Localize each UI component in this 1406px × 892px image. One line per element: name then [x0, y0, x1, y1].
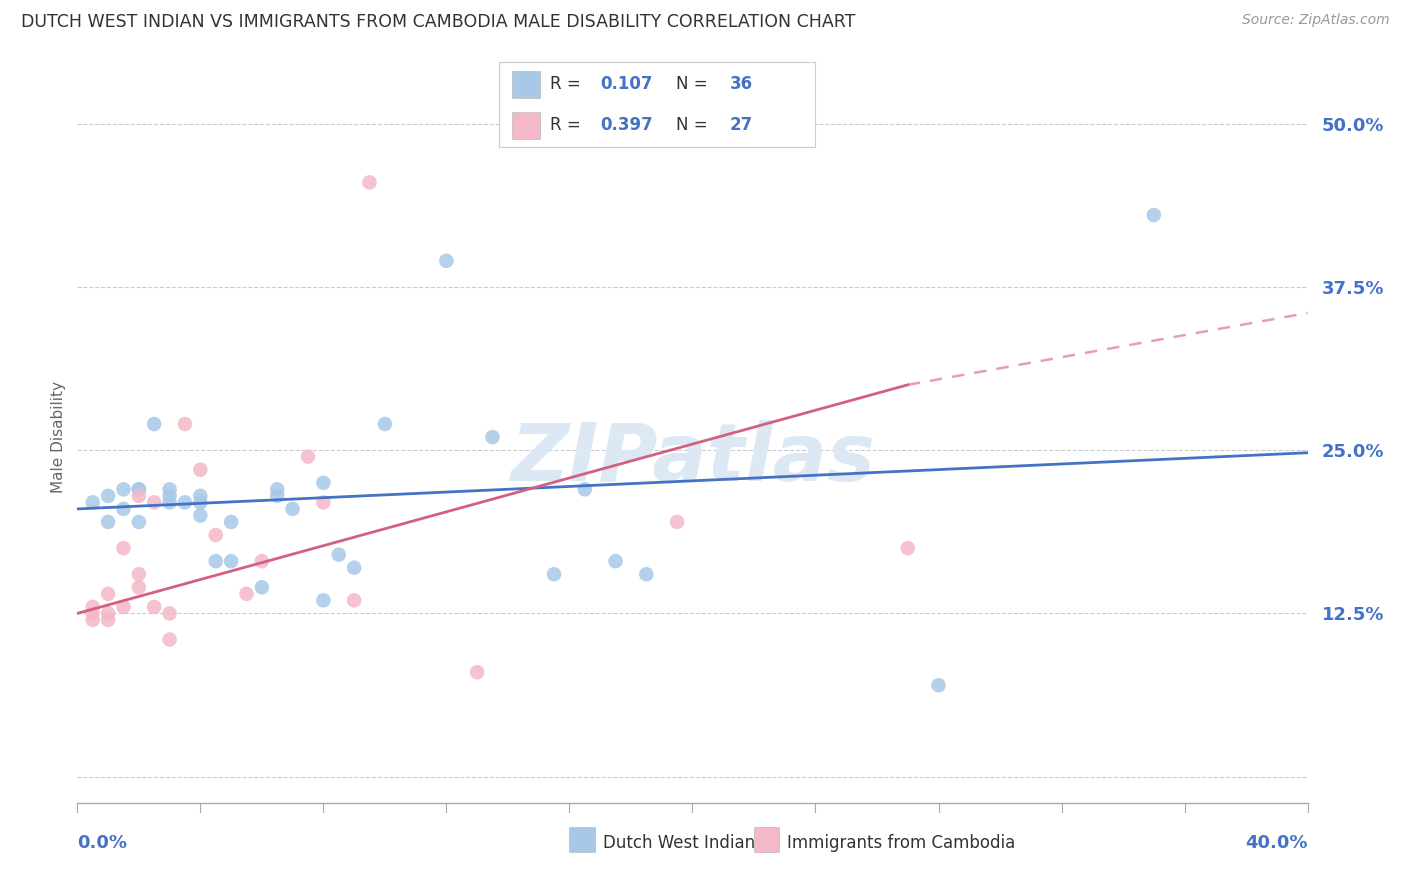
Point [328, 548, 350, 562]
Point [128, 483, 150, 497]
Point [666, 515, 689, 529]
Point [112, 483, 135, 497]
Point [436, 253, 458, 268]
Text: 27: 27 [730, 116, 754, 134]
Point [219, 515, 242, 529]
Text: 0.107: 0.107 [600, 76, 652, 94]
Point [97, 515, 120, 529]
Point [174, 417, 197, 431]
Point [188, 495, 212, 509]
Point [235, 587, 257, 601]
Point [359, 175, 381, 189]
Point [636, 567, 658, 582]
Point [266, 483, 288, 497]
Text: Immigrants from Cambodia: Immigrants from Cambodia [787, 834, 1015, 852]
Point [281, 502, 304, 516]
Point [82, 607, 104, 621]
Text: 40.0%: 40.0% [1246, 834, 1308, 852]
Point [465, 665, 488, 680]
Point [112, 502, 135, 516]
Point [174, 495, 197, 509]
Text: N =: N = [676, 76, 713, 94]
Point [250, 580, 273, 594]
Point [312, 593, 335, 607]
Point [143, 495, 166, 509]
Point [219, 554, 242, 568]
Point [188, 508, 212, 523]
Point [312, 495, 335, 509]
Point [374, 417, 396, 431]
Point [928, 678, 950, 692]
Text: 0.397: 0.397 [600, 116, 654, 134]
Text: 0.0%: 0.0% [77, 834, 128, 852]
Point [204, 528, 226, 542]
Text: R =: R = [550, 116, 586, 134]
Text: R =: R = [550, 76, 586, 94]
Point [605, 554, 627, 568]
Point [128, 483, 150, 497]
Point [1143, 208, 1166, 222]
Point [897, 541, 920, 555]
Point [343, 560, 366, 574]
Point [574, 483, 596, 497]
Point [128, 567, 150, 582]
Point [97, 587, 120, 601]
Point [159, 489, 181, 503]
Point [112, 541, 135, 555]
Point [112, 599, 135, 614]
Point [97, 613, 120, 627]
Point [143, 599, 166, 614]
Point [204, 554, 226, 568]
Bar [512, 71, 540, 98]
Point [312, 475, 335, 490]
Text: Source: ZipAtlas.com: Source: ZipAtlas.com [1241, 13, 1389, 28]
Point [128, 489, 150, 503]
Text: ZIPatlas: ZIPatlas [510, 420, 875, 498]
Point [343, 593, 366, 607]
Point [297, 450, 319, 464]
Point [128, 515, 150, 529]
Text: DUTCH WEST INDIAN VS IMMIGRANTS FROM CAMBODIA MALE DISABILITY CORRELATION CHART: DUTCH WEST INDIAN VS IMMIGRANTS FROM CAM… [21, 13, 855, 31]
Point [266, 489, 288, 503]
Point [128, 580, 150, 594]
Point [159, 607, 181, 621]
Point [481, 430, 503, 444]
Point [159, 495, 181, 509]
Point [159, 483, 181, 497]
Point [250, 554, 273, 568]
Point [188, 489, 212, 503]
Point [82, 613, 104, 627]
Text: N =: N = [676, 116, 713, 134]
Point [97, 489, 120, 503]
Point [188, 463, 212, 477]
Text: 36: 36 [730, 76, 754, 94]
Point [82, 599, 104, 614]
Point [82, 495, 104, 509]
Text: Dutch West Indians: Dutch West Indians [603, 834, 763, 852]
Y-axis label: Male Disability: Male Disability [51, 381, 66, 493]
Point [143, 417, 166, 431]
Point [159, 632, 181, 647]
Point [97, 607, 120, 621]
Bar [512, 112, 540, 139]
Point [543, 567, 565, 582]
